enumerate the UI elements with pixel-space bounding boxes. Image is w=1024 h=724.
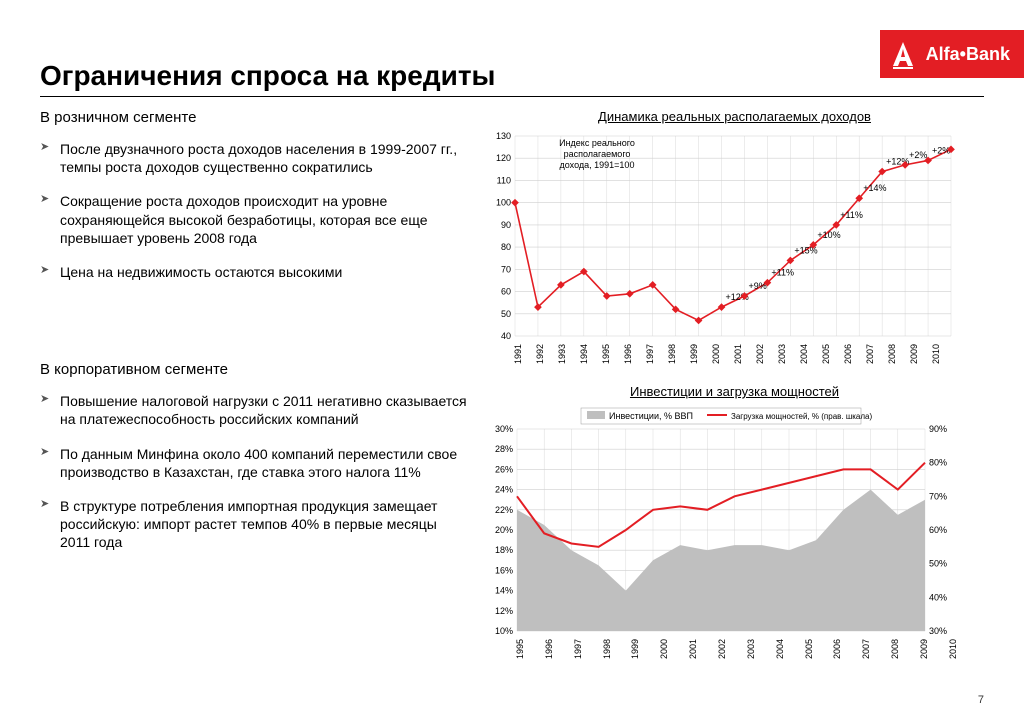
svg-text:+10%: +10% xyxy=(817,230,840,240)
svg-text:70%: 70% xyxy=(929,491,947,501)
svg-text:30%: 30% xyxy=(929,626,947,635)
svg-text:40%: 40% xyxy=(929,592,947,602)
svg-text:20%: 20% xyxy=(495,525,513,535)
list-item: По данным Минфина около 400 компаний пер… xyxy=(40,445,470,481)
svg-text:+2%: +2% xyxy=(909,150,927,160)
svg-text:70: 70 xyxy=(501,264,511,274)
chart1-xaxis: 1991199219931994199519961997199819992000… xyxy=(485,344,984,364)
svg-text:10%: 10% xyxy=(495,626,513,635)
svg-text:40: 40 xyxy=(501,331,511,340)
svg-text:60: 60 xyxy=(501,287,511,297)
chart1-note: Индекс реального располагаемого дохода, … xyxy=(547,138,647,170)
chart2-xaxis: 1995199619971998199920002001200220032004… xyxy=(485,639,984,659)
left-column: В розничном сегменте После двузначного р… xyxy=(40,109,485,659)
svg-text:18%: 18% xyxy=(495,545,513,555)
corporate-bullets: Повышение налоговой нагрузки с 2011 нега… xyxy=(40,392,470,551)
svg-text:30%: 30% xyxy=(495,424,513,434)
svg-text:90: 90 xyxy=(501,220,511,230)
corporate-heading: В корпоративном сегменте xyxy=(40,361,470,378)
chart2: 10% 12% 14% 16% 18% 20% 22% 24% 26% 28% 30% 30% 40% 5… xyxy=(485,405,955,635)
right-column: Динамика реальных располагаемых доходов … xyxy=(485,109,984,659)
list-item: Сокращение роста доходов происходит на у… xyxy=(40,192,470,247)
svg-text:14%: 14% xyxy=(495,586,513,596)
chart2-svg: 10% 12% 14% 16% 18% 20% 22% 24% 26% 28% 30% 30% 40% 5… xyxy=(485,405,955,635)
svg-text:12%: 12% xyxy=(495,606,513,616)
svg-text:22%: 22% xyxy=(495,505,513,515)
list-item: В структуре потребления импортная продук… xyxy=(40,497,470,552)
svg-text:Инвестиции, % ВВП: Инвестиции, % ВВП xyxy=(609,411,693,421)
retail-heading: В розничном сегменте xyxy=(40,109,470,126)
chart1-title: Динамика реальных располагаемых доходов xyxy=(485,109,984,124)
page-title: Ограничения спроса на кредиты xyxy=(40,60,984,92)
chart2-title: Инвестиции и загрузка мощностей xyxy=(485,384,984,399)
svg-text:90%: 90% xyxy=(929,424,947,434)
svg-text:110: 110 xyxy=(497,175,511,185)
svg-text:+14%: +14% xyxy=(863,183,886,193)
svg-text:130: 130 xyxy=(496,131,511,141)
title-rule xyxy=(40,96,984,97)
brand-logo: Alfa•Bank xyxy=(880,30,1024,78)
svg-text:24%: 24% xyxy=(495,485,513,495)
svg-text:+11%: +11% xyxy=(840,210,863,220)
list-item: Повышение налоговой нагрузки с 2011 нега… xyxy=(40,392,470,428)
svg-text:80%: 80% xyxy=(929,458,947,468)
svg-text:100: 100 xyxy=(496,198,511,208)
page-number: 7 xyxy=(978,694,984,706)
slide: Alfa•Bank Ограничения спроса на кредиты … xyxy=(0,0,1024,724)
svg-text:50: 50 xyxy=(501,309,511,319)
svg-text:60%: 60% xyxy=(929,525,947,535)
svg-text:80: 80 xyxy=(501,242,511,252)
list-item: Цена на недвижимость остаются высокими xyxy=(40,263,470,281)
svg-text:28%: 28% xyxy=(495,444,513,454)
svg-text:26%: 26% xyxy=(495,464,513,474)
brand-name: Alfa•Bank xyxy=(926,44,1010,65)
svg-text:50%: 50% xyxy=(929,559,947,569)
chart1: Индекс реального располагаемого дохода, … xyxy=(485,130,955,340)
retail-bullets: После двузначного роста доходов населени… xyxy=(40,140,470,281)
svg-text:120: 120 xyxy=(496,153,511,163)
list-item: После двузначного роста доходов населени… xyxy=(40,140,470,176)
svg-text:16%: 16% xyxy=(495,565,513,575)
svg-text:+11%: +11% xyxy=(771,268,794,278)
svg-text:Загрузка мощностей, % (прав. ш: Загрузка мощностей, % (прав. шкала) xyxy=(731,412,872,421)
svg-text:+2%: +2% xyxy=(932,145,950,155)
